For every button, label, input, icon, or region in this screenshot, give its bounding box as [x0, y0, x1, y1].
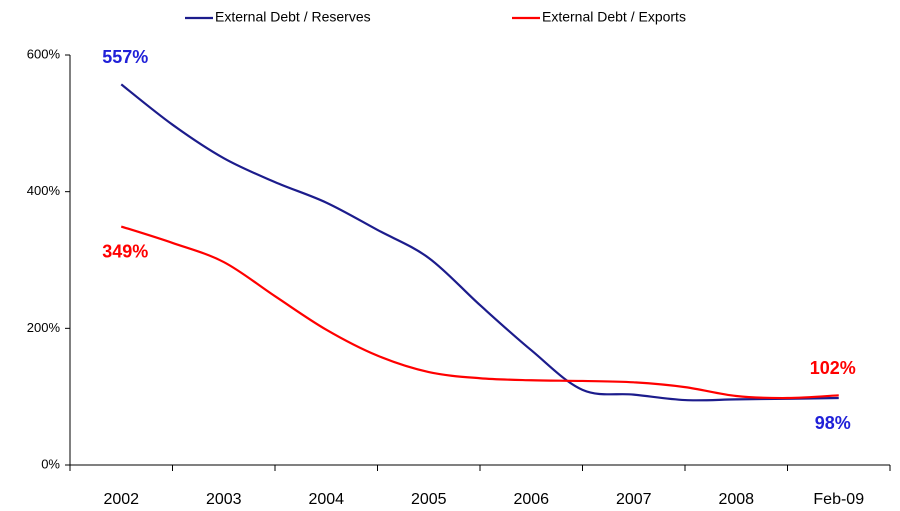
- x-tick-label: 2003: [206, 491, 242, 508]
- legend-label: External Debt / Exports: [542, 9, 686, 25]
- x-tick-label: 2008: [718, 491, 754, 508]
- series-line: [120, 225, 839, 400]
- x-tick-label: 2004: [308, 491, 344, 508]
- legend-label: External Debt / Reserves: [215, 9, 371, 25]
- y-tick-label: 600%: [27, 46, 61, 61]
- x-tick-label: 2006: [513, 491, 549, 508]
- data-label: 557%: [102, 47, 148, 67]
- y-tick-label: 0%: [41, 456, 60, 471]
- data-label: 102%: [810, 358, 856, 378]
- x-tick-label: 2002: [103, 491, 139, 508]
- data-label: 349%: [102, 241, 148, 261]
- y-tick-label: 200%: [27, 320, 61, 335]
- x-tick-label: 2005: [411, 491, 447, 508]
- data-label: 98%: [815, 413, 851, 433]
- x-tick-label: Feb-09: [813, 491, 864, 508]
- series-line: [120, 83, 839, 402]
- y-tick-label: 400%: [27, 183, 61, 198]
- x-tick-label: 2007: [616, 491, 652, 508]
